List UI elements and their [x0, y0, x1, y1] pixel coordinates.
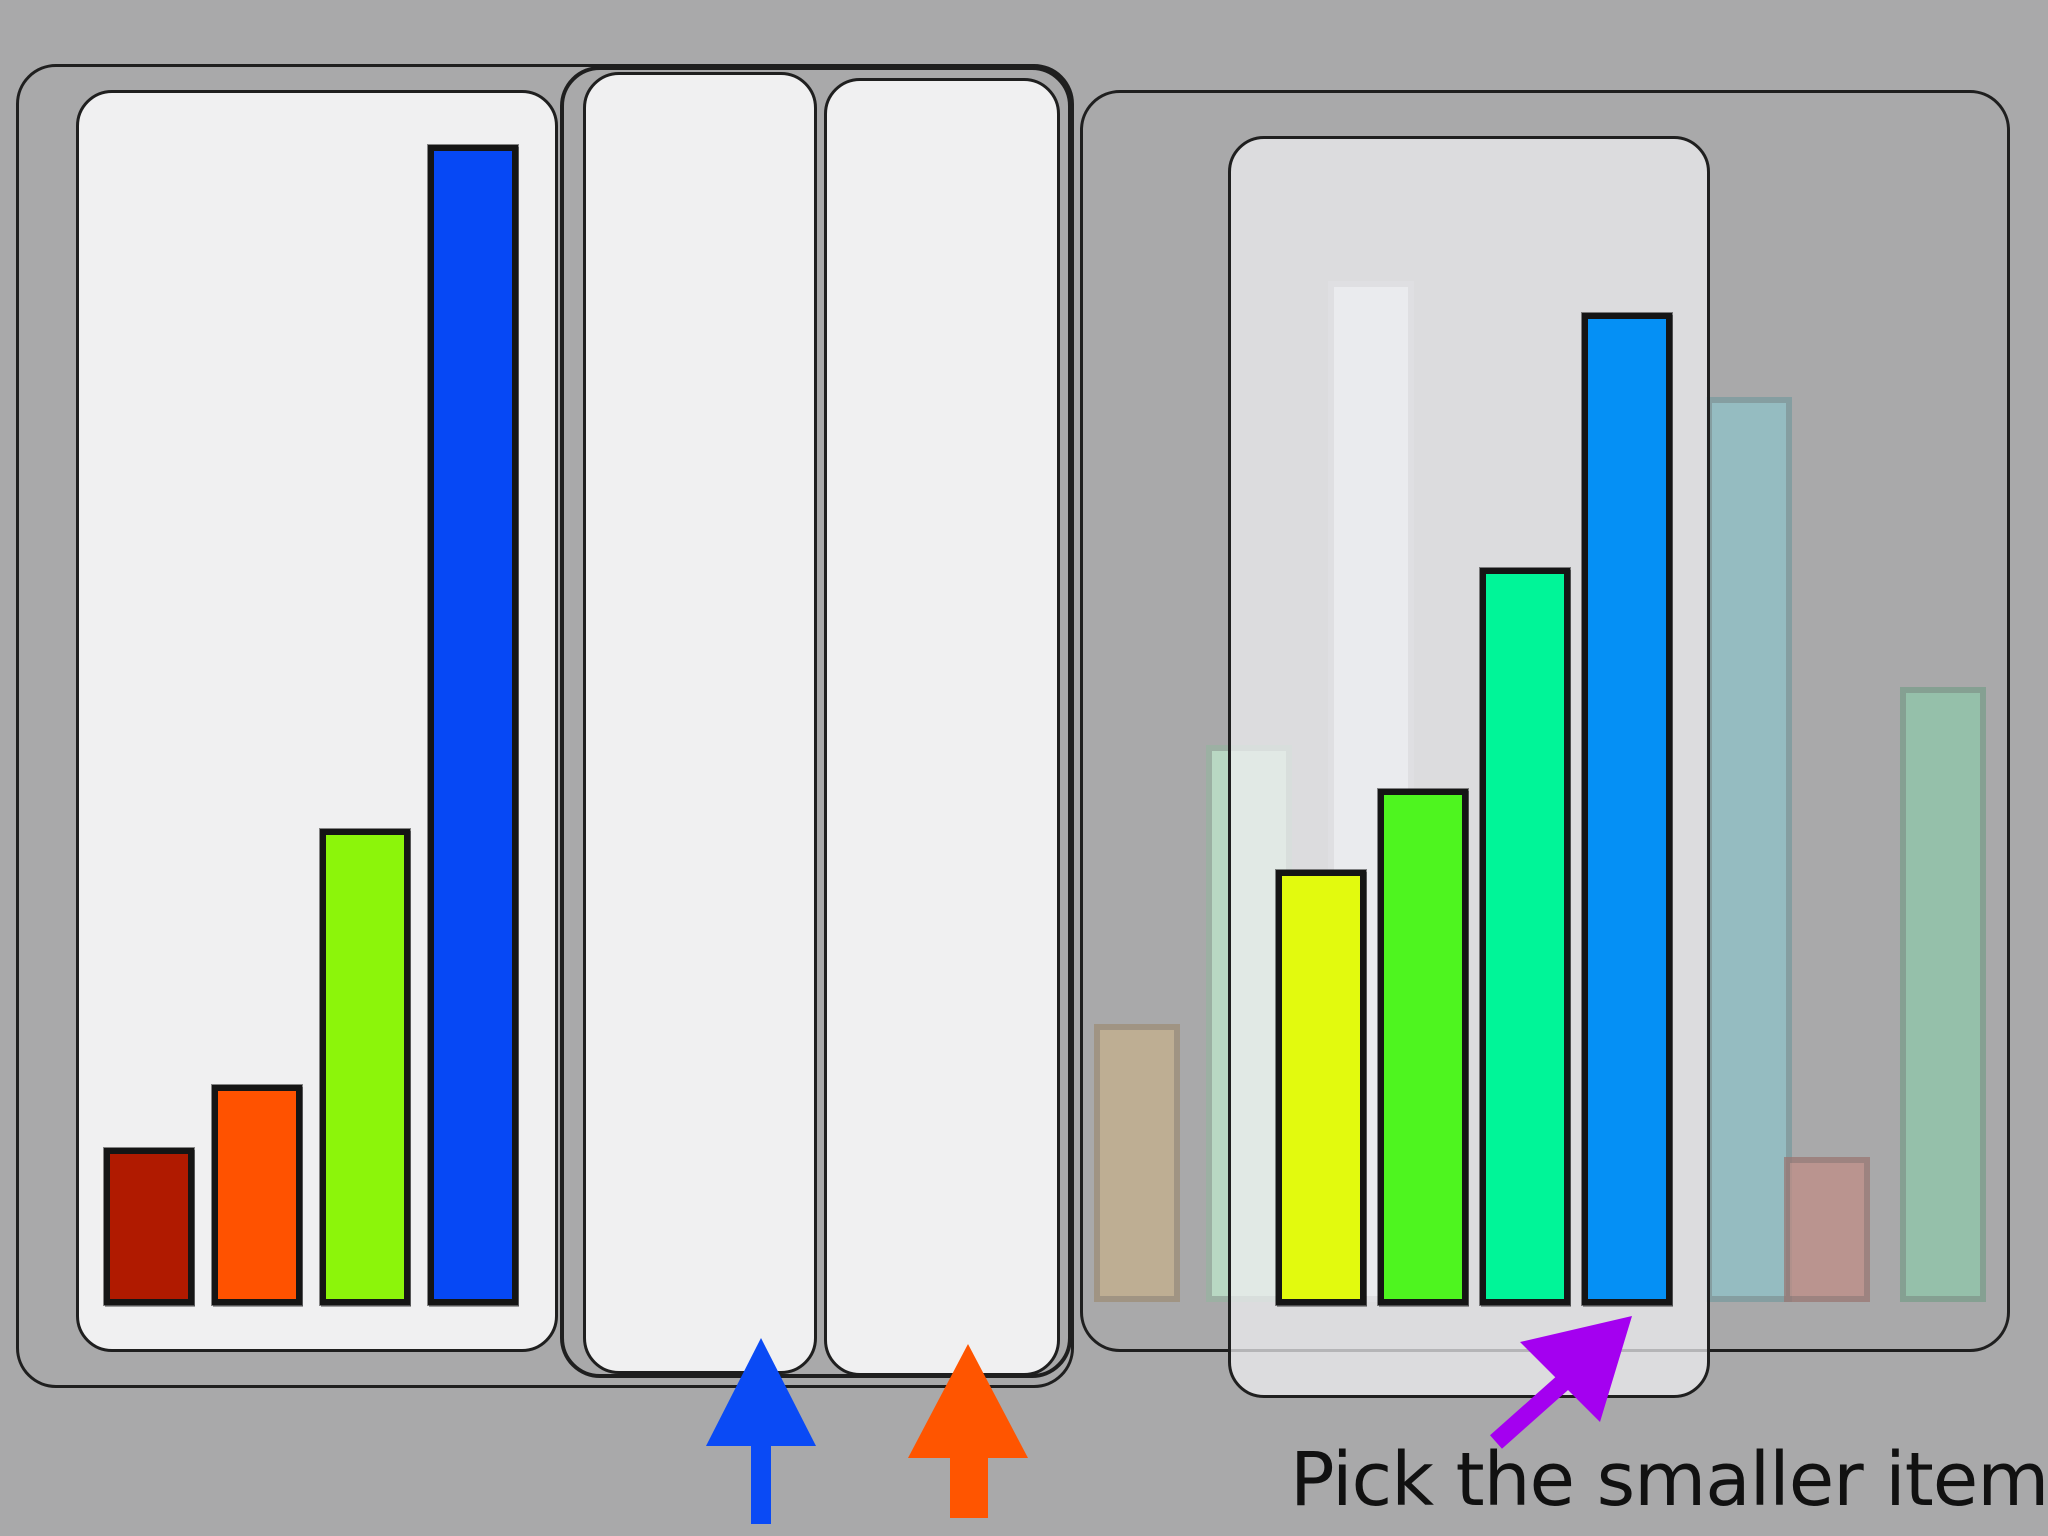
instruction-text: Pick the smaller item: [1290, 1437, 2048, 1523]
left-bars-panel[interactable]: [76, 90, 558, 1352]
ghost-bar-6: [1900, 687, 1986, 1302]
blue-up-arrow-icon[interactable]: [706, 1338, 816, 1524]
left-bar-4: [428, 145, 518, 1305]
left-bar-2: [212, 1085, 302, 1305]
left-bar-1: [104, 1148, 194, 1305]
left-bar-3: [320, 829, 410, 1305]
ghost-bar-5: [1784, 1157, 1870, 1302]
answer-slot-right[interactable]: [824, 78, 1060, 1376]
right-bar-4: [1582, 313, 1672, 1305]
right-bar-1: [1276, 870, 1366, 1305]
left-group-frame: [16, 64, 1074, 1388]
right-bar-2: [1378, 789, 1468, 1305]
purple-cursor-arrow-icon: [1490, 1316, 1632, 1449]
right-bar-3: [1480, 568, 1570, 1305]
answer-slot-left[interactable]: [583, 72, 817, 1374]
ghost-bar-1: [1094, 1024, 1180, 1302]
answer-slots-frame: [560, 66, 1072, 1378]
right-bars-panel[interactable]: [1228, 136, 1710, 1398]
orange-up-arrow-icon[interactable]: [908, 1344, 1028, 1518]
